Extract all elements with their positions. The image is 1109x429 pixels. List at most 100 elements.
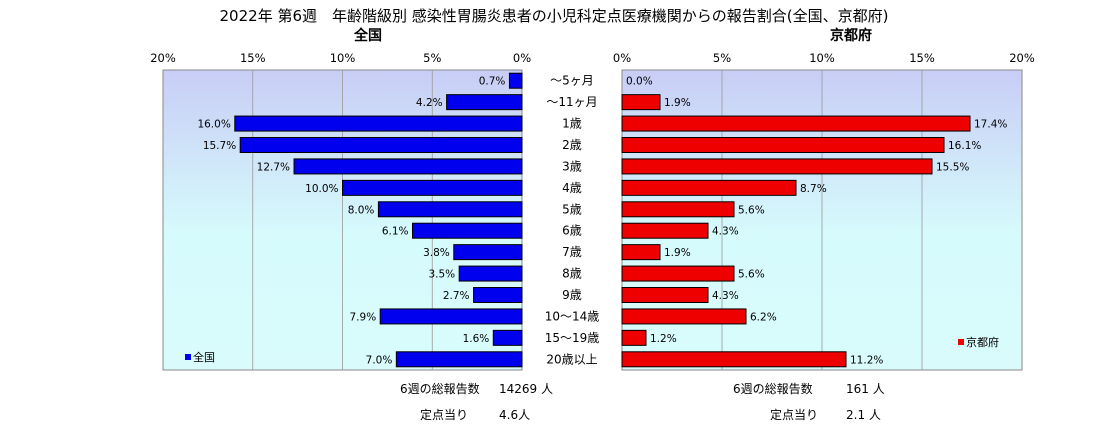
tick-label-national: 10%	[330, 51, 356, 65]
category-label: 7歳	[562, 245, 582, 259]
tick-label-kyoto: 20%	[1009, 51, 1035, 65]
value-label-national: 3.5%	[428, 269, 455, 281]
category-label: 20歳以上	[546, 352, 597, 366]
chart-title: 2022年 第6週 年齢階級別 感染性胃腸炎患者の小児科定点医療機関からの報告割…	[220, 7, 889, 25]
value-label-national: 6.1%	[382, 226, 409, 238]
footer-national-per-site-label: 定点当り	[420, 407, 468, 422]
value-label-national: 7.9%	[350, 311, 377, 323]
bar-kyoto	[621, 201, 735, 218]
category-label: 6歳	[562, 224, 582, 238]
legend-swatch-national	[185, 354, 191, 360]
value-label-kyoto: 17.4%	[974, 119, 1007, 131]
footer-kyoto-total-value: 161 人	[846, 382, 885, 396]
value-label-kyoto: 5.6%	[738, 269, 765, 281]
bar-kyoto	[621, 115, 971, 132]
bar-kyoto	[621, 287, 709, 303]
data-labels: 0.7% 0.0% 4.2% 1.9% 16.0% 17.4% 15.7% 16.1% 12.7…	[197, 76, 1007, 367]
value-label-kyoto: 1.9%	[664, 97, 691, 109]
legend-swatch-kyoto	[958, 339, 964, 345]
value-label-kyoto: 5.6%	[738, 204, 765, 216]
category-labels: ～5ヶ月 ～11ヶ月 1歳 2歳 3歳 4歳 5歳 6歳 7歳 8歳 9歳 10～14歳 15～19歳 2…	[545, 74, 600, 367]
bar-national	[395, 351, 523, 368]
bar-kyoto	[621, 265, 735, 282]
category-label: 5歳	[562, 202, 582, 216]
tick-label-national: 20%	[150, 51, 176, 65]
panel-title-national: 全国	[353, 27, 382, 44]
tick-label-kyoto: 0%	[613, 51, 631, 65]
bar-national	[342, 179, 523, 196]
bar-national	[508, 72, 523, 89]
tick-label-kyoto: 10%	[809, 51, 835, 65]
category-label: 2歳	[562, 138, 582, 152]
value-label-kyoto: 6.2%	[750, 311, 777, 323]
tick-label-national: 5%	[423, 51, 441, 65]
tick-label-national: 0%	[513, 51, 531, 65]
bar-kyoto	[621, 179, 797, 196]
bar-national	[492, 329, 523, 346]
footer-national-per-site-value: 4.6人	[499, 408, 530, 422]
bar-national	[377, 201, 523, 218]
value-label-national: 7.0%	[366, 354, 393, 366]
tick-label-national: 15%	[240, 51, 266, 65]
bar-kyoto	[621, 308, 747, 325]
bar-national	[379, 308, 523, 325]
bar-kyoto	[621, 351, 847, 368]
category-label: 4歳	[562, 181, 582, 195]
value-label-kyoto: 15.5%	[936, 161, 969, 173]
category-label: 8歳	[562, 267, 582, 281]
bar-kyoto	[621, 158, 933, 175]
category-label: 15～19歳	[545, 331, 600, 345]
footer-kyoto-per-site-label: 定点当り	[770, 407, 818, 422]
value-label-kyoto: 8.7%	[800, 183, 827, 195]
tick-label-kyoto: 15%	[909, 51, 935, 65]
category-label: 1歳	[562, 117, 582, 131]
value-label-kyoto: 4.3%	[712, 226, 739, 238]
legend-kyoto: 京都府	[958, 335, 999, 349]
bar-national	[446, 94, 523, 111]
value-label-national: 16.0%	[197, 119, 230, 131]
legend-label-kyoto: 京都府	[966, 335, 999, 349]
bar-national	[412, 222, 523, 239]
value-label-national: 1.6%	[463, 333, 490, 345]
bar-national	[293, 158, 523, 175]
category-label: ～5ヶ月	[550, 74, 594, 88]
legend-national: 全国	[185, 350, 215, 364]
bar-kyoto	[621, 137, 945, 153]
panel-title-kyoto: 京都府	[830, 27, 872, 44]
footer-national: 6週の総報告数 14269 人 定点当り 4.6人	[400, 381, 553, 422]
value-label-kyoto: 0.0%	[626, 76, 653, 88]
footer-kyoto-per-site-value: 2.1 人	[846, 408, 881, 422]
bar-kyoto	[621, 94, 661, 111]
footer-national-total-value: 14269 人	[499, 382, 553, 396]
value-label-national: 0.7%	[479, 76, 506, 88]
bar-kyoto	[621, 244, 661, 261]
tick-label-kyoto: 5%	[713, 51, 731, 65]
axis-ticks: 20% 15% 10% 5% 0% 0% 5% 10% 15% 20%	[150, 51, 1035, 65]
value-label-kyoto: 16.1%	[948, 140, 981, 152]
value-label-kyoto: 4.3%	[712, 290, 739, 302]
bar-national	[453, 244, 523, 261]
legend-label-national: 全国	[193, 350, 215, 364]
footer-kyoto-total-label: 6週の総報告数	[733, 381, 813, 396]
bar-national	[458, 265, 523, 282]
bar-kyoto	[621, 222, 709, 239]
footer-national-total-label: 6週の総報告数	[400, 381, 480, 396]
value-label-national: 12.7%	[257, 161, 290, 173]
value-label-national: 2.7%	[443, 290, 470, 302]
value-label-kyoto: 1.2%	[650, 333, 677, 345]
value-label-kyoto: 1.9%	[664, 247, 691, 259]
value-label-national: 15.7%	[203, 140, 236, 152]
bar-national	[234, 115, 523, 132]
bar-national	[473, 287, 523, 303]
bars	[234, 72, 971, 368]
category-label: 9歳	[562, 288, 582, 302]
category-label: 10～14歳	[545, 309, 600, 323]
category-label: 3歳	[562, 159, 582, 173]
value-label-national: 10.0%	[305, 183, 338, 195]
value-label-national: 3.8%	[423, 247, 450, 259]
bar-national	[239, 137, 523, 153]
footer-kyoto: 6週の総報告数 161 人 定点当り 2.1 人	[733, 381, 885, 422]
value-label-national: 8.0%	[348, 204, 375, 216]
